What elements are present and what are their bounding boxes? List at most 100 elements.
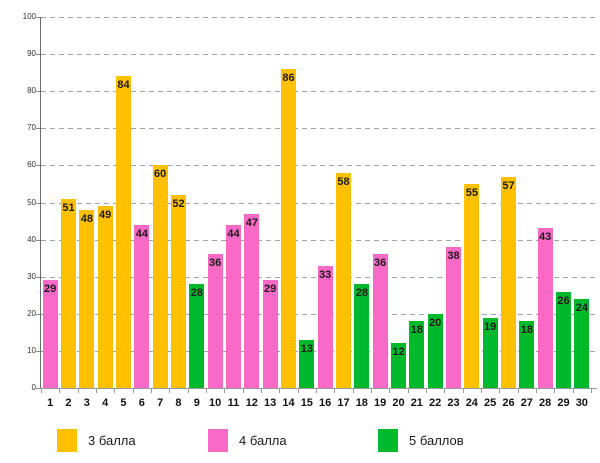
bar-23 — [446, 247, 461, 388]
x-axis-tick — [426, 389, 427, 393]
bar-19 — [372, 254, 388, 388]
x-axis-tick — [481, 389, 482, 393]
y-axis-label: 50 — [27, 197, 36, 207]
x-axis-tick — [297, 389, 299, 393]
bar-value-label: 44 — [135, 227, 148, 240]
bar-value-label: 51 — [62, 201, 75, 214]
gridline-100 — [41, 17, 597, 18]
x-axis-category-label: 18 — [355, 397, 368, 409]
bar-13 — [262, 280, 278, 388]
x-axis-tick — [316, 389, 317, 393]
bar-11 — [226, 224, 241, 388]
bar-25 — [482, 317, 498, 388]
legend-swatch-yellow — [57, 429, 77, 452]
bar-value-label: 55 — [465, 186, 478, 199]
x-axis-category-label: 4 — [102, 397, 109, 409]
x-axis-tick — [187, 389, 189, 393]
legend-item-5-ballov: 5 баллов — [378, 429, 464, 452]
bar-9 — [189, 284, 205, 388]
bar-value-label: 84 — [117, 79, 130, 92]
bar-value-label: 57 — [502, 179, 515, 192]
bar-value-label: 18 — [410, 324, 423, 337]
bar-value-label: 28 — [190, 287, 203, 300]
bar-value-label: 49 — [99, 209, 112, 222]
x-axis-category-label: 29 — [557, 397, 570, 409]
bar-21 — [409, 321, 425, 388]
x-axis-tick — [41, 389, 42, 393]
x-axis-tick — [572, 389, 574, 393]
x-axis-tick — [444, 389, 446, 393]
x-axis-category-label: 26 — [502, 397, 515, 409]
x-axis-tick — [279, 389, 281, 393]
x-axis — [40, 388, 597, 389]
x-axis-tick — [151, 389, 152, 393]
legend-item-3-balla: 3 балла — [57, 429, 136, 452]
y-axis-tick — [36, 17, 42, 18]
bar-value-label: 44 — [227, 227, 240, 240]
y-axis-tick — [36, 165, 42, 167]
y-axis-label: 60 — [27, 160, 36, 170]
bar-value-label: 52 — [172, 198, 185, 211]
y-axis-tick — [36, 202, 42, 204]
bar-24 — [464, 183, 480, 388]
x-axis-tick — [499, 389, 501, 393]
bar-value-label: 36 — [209, 257, 222, 270]
x-axis-category-label: 3 — [83, 397, 90, 409]
y-axis-tick — [36, 128, 42, 130]
bar-10 — [207, 254, 223, 388]
x-axis-category-label: 30 — [575, 397, 588, 409]
bar-value-label: 48 — [80, 212, 93, 225]
x-axis-category-label: 27 — [520, 397, 533, 409]
bar-value-label: 29 — [264, 283, 277, 296]
bar-value-label: 86 — [282, 71, 295, 84]
gridline-60 — [41, 165, 597, 167]
x-axis-tick — [462, 389, 464, 393]
y-axis-tick — [36, 350, 42, 352]
x-axis-category-label: 19 — [374, 397, 387, 409]
bar-value-label: 13 — [300, 342, 313, 355]
bar-29 — [556, 291, 571, 388]
bar-15 — [299, 339, 315, 388]
x-axis-tick — [554, 389, 556, 393]
x-axis-tick — [371, 389, 372, 393]
bar-value-label: 18 — [520, 324, 533, 337]
y-axis-tick — [36, 54, 42, 56]
x-axis-category-label: 13 — [264, 397, 277, 409]
x-axis-tick — [206, 389, 207, 393]
legend-swatch-green — [378, 429, 398, 452]
x-axis-tick — [59, 389, 61, 393]
y-axis-label: 30 — [27, 271, 36, 281]
x-axis-tick — [536, 389, 537, 393]
bar-8 — [171, 195, 186, 388]
bar-value-label: 19 — [484, 320, 497, 333]
x-axis-tick — [169, 389, 171, 393]
y-axis-label: 80 — [27, 86, 36, 96]
gridline-80 — [41, 91, 597, 93]
bar-value-label: 12 — [392, 346, 405, 359]
x-axis-tick — [132, 389, 134, 393]
y-axis-tick — [36, 313, 42, 315]
x-axis-category-label: 25 — [484, 397, 497, 409]
bar-value-label: 43 — [539, 231, 552, 244]
x-axis-category-label: 21 — [410, 397, 423, 409]
gridline-50 — [41, 202, 597, 204]
y-axis-label: 0 — [31, 383, 36, 392]
x-axis-category-label: 9 — [193, 397, 200, 409]
bar-4 — [97, 206, 113, 388]
x-axis-tick — [114, 389, 116, 393]
legend-swatch-pink — [208, 429, 228, 452]
x-axis-tick — [242, 389, 244, 393]
x-axis-tick — [261, 389, 262, 393]
bar-17 — [336, 172, 351, 388]
x-axis-category-label: 24 — [465, 397, 478, 409]
bar-1 — [42, 280, 58, 388]
y-axis-label: 100 — [22, 12, 36, 21]
bar-30 — [574, 298, 590, 388]
bar-value-label: 60 — [154, 168, 167, 181]
bar-value-label: 47 — [245, 216, 258, 229]
legend-label: 3 балла — [88, 433, 136, 448]
bar-26 — [501, 176, 516, 388]
bar-value-label: 38 — [447, 250, 460, 263]
bar-value-label: 58 — [337, 175, 350, 188]
